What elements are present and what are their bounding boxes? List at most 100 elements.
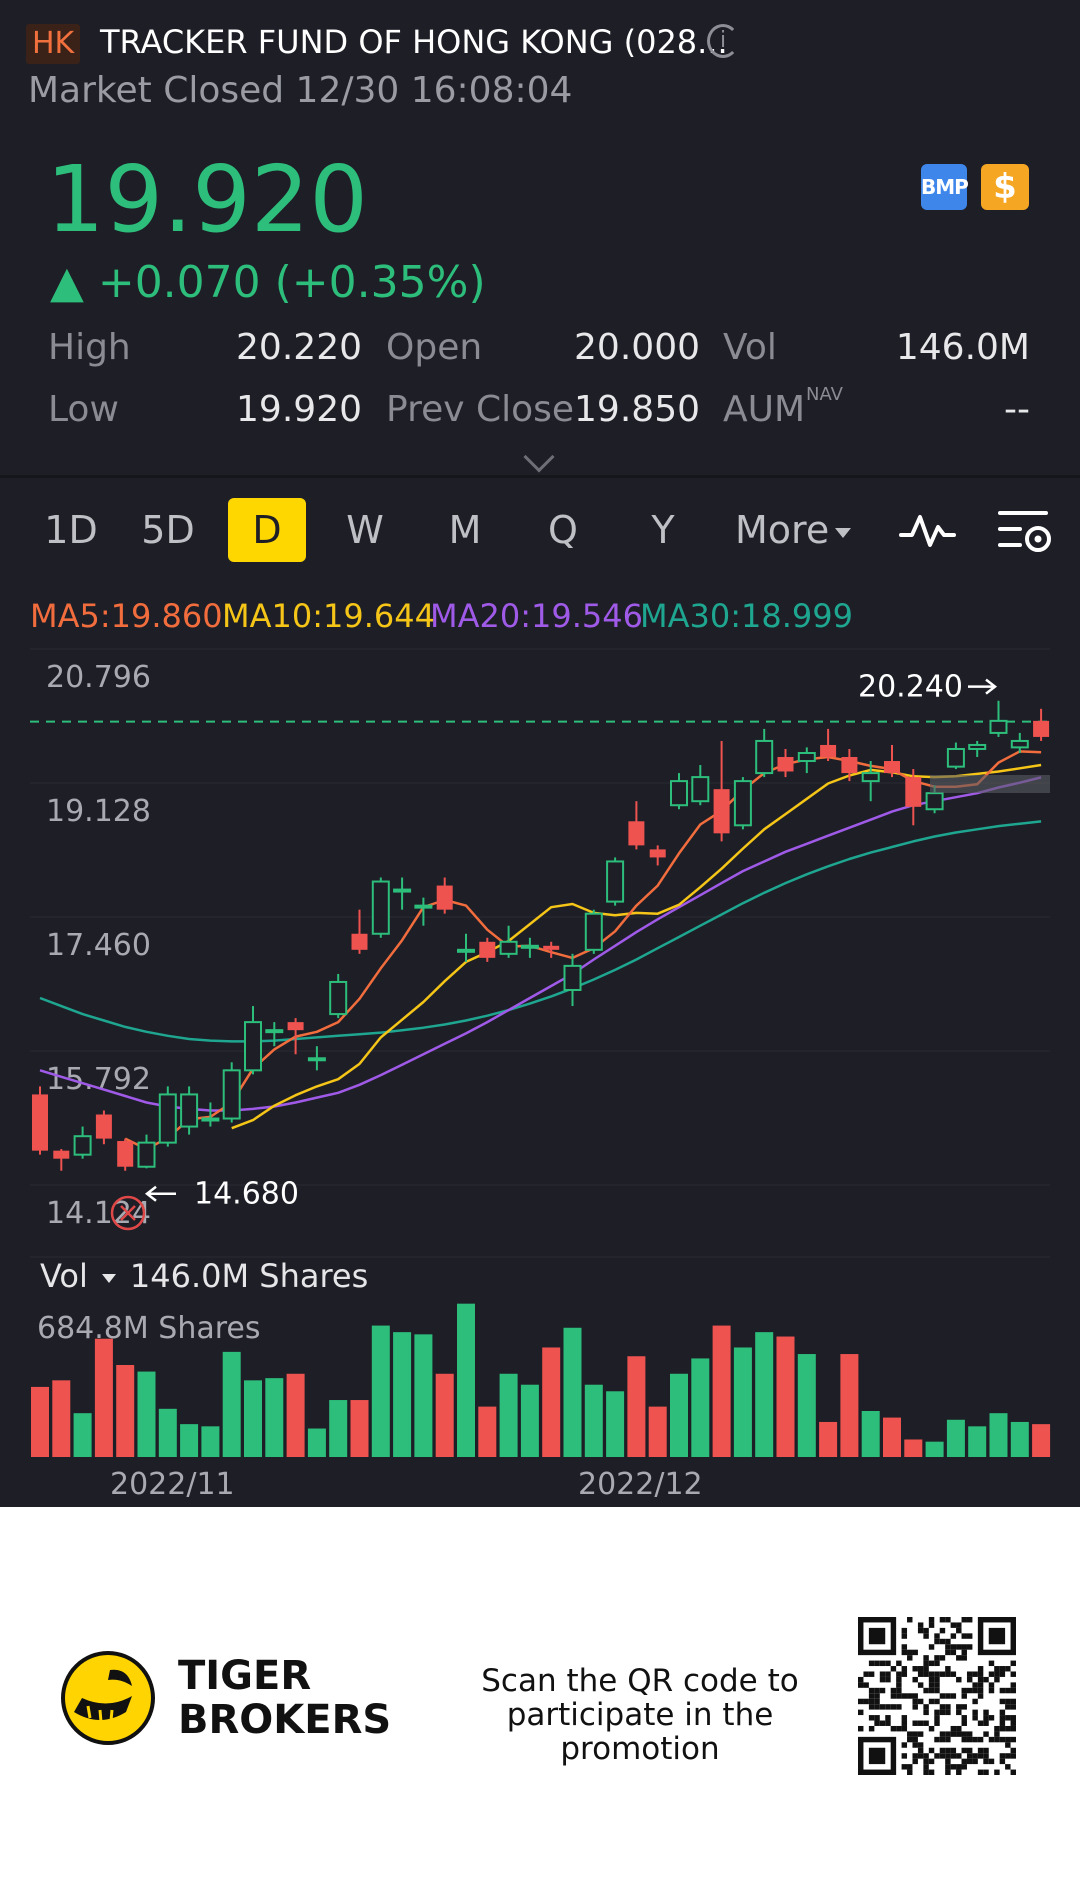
qr-module <box>923 1687 929 1694</box>
ma10-value: MA10:19.644 <box>222 597 435 635</box>
dollar-icon[interactable]: $ <box>981 164 1029 210</box>
qr-module <box>972 1715 978 1721</box>
qr-module <box>1005 1736 1011 1743</box>
qr-module <box>961 1633 967 1639</box>
qr-module <box>863 1698 869 1705</box>
qr-module <box>923 1753 929 1759</box>
candlestick-chart[interactable]: 20.796 19.128 17.460 15.792 14.124 20.240 14… <box>0 640 1080 1510</box>
candle-body <box>861 772 880 783</box>
qr-module <box>966 1736 973 1743</box>
volume-header[interactable]: Vol 146.0M Shares <box>40 1256 368 1296</box>
tab-d[interactable]: D <box>228 498 306 562</box>
divider <box>0 475 1080 478</box>
volume-bar <box>180 1424 199 1457</box>
qr-code[interactable] <box>858 1617 1016 1775</box>
high-value: 20.220 <box>236 327 362 368</box>
qr-module <box>988 1682 995 1688</box>
qr-module <box>950 1649 957 1656</box>
qr-module <box>901 1715 908 1721</box>
volume-bar <box>840 1354 859 1457</box>
qr-module <box>966 1671 973 1677</box>
candle-body <box>905 777 922 807</box>
tab-q[interactable]: Q <box>548 508 578 552</box>
volume-bar <box>435 1373 454 1457</box>
qr-module <box>901 1693 908 1699</box>
qr-module <box>939 1731 946 1737</box>
qr-module <box>1010 1671 1016 1677</box>
chevron-down-icon[interactable] <box>523 441 555 473</box>
tab-m[interactable]: M <box>448 508 482 552</box>
tab-5d[interactable]: 5D <box>141 508 195 552</box>
candle-body <box>946 747 965 768</box>
qr-module <box>977 1671 984 1677</box>
candle-body <box>628 821 645 846</box>
volume-bar <box>776 1336 795 1457</box>
qr-module <box>956 1627 962 1634</box>
qr-module <box>917 1742 924 1748</box>
qr-module <box>972 1698 978 1705</box>
candle-body <box>117 1141 134 1167</box>
qr-module <box>874 1704 880 1710</box>
qr-module <box>858 1676 864 1683</box>
qr-module <box>939 1747 946 1754</box>
aum-value: -- <box>1004 389 1030 430</box>
qr-module <box>868 1660 875 1667</box>
candle-body <box>606 860 625 903</box>
qr-module <box>928 1725 935 1732</box>
qr-module <box>868 1687 875 1694</box>
candle-body <box>1010 739 1029 749</box>
prev-close-label: Prev Close <box>386 389 575 430</box>
qr-module <box>885 1671 891 1677</box>
qr-module <box>896 1676 902 1683</box>
qr-module <box>917 1671 924 1677</box>
qr-module <box>994 1676 1000 1683</box>
tab-w[interactable]: W <box>346 508 384 552</box>
tab-more[interactable]: More <box>735 498 852 562</box>
arrow-right-icon <box>968 678 998 695</box>
info-icon[interactable]: i <box>707 24 739 58</box>
bmp-icon[interactable]: BMP <box>921 164 969 210</box>
qr-module <box>868 1725 875 1732</box>
y-tick-label: 14.124 <box>46 1196 151 1231</box>
qr-module <box>874 1660 880 1667</box>
qr-module <box>934 1676 940 1683</box>
indicator-icon[interactable] <box>898 505 956 555</box>
volume-bar <box>712 1325 731 1457</box>
qr-module <box>1010 1725 1016 1732</box>
candle-body <box>884 761 900 774</box>
qr-module <box>858 1698 864 1705</box>
qr-module <box>907 1736 913 1743</box>
qr-module <box>879 1676 886 1683</box>
qr-module <box>999 1736 1006 1743</box>
candle-body <box>371 880 390 935</box>
volume-bar <box>52 1380 71 1457</box>
qr-module <box>977 1693 984 1699</box>
qr-module <box>901 1725 908 1732</box>
candle-body <box>95 1114 112 1139</box>
chart-settings-icon[interactable] <box>996 505 1054 555</box>
qr-module <box>945 1731 951 1737</box>
x-axis-label-dec: 2022/12 <box>578 1467 703 1502</box>
y-tick-label: 15.792 <box>46 1062 151 1097</box>
qr-module <box>956 1731 962 1737</box>
qr-module <box>977 1720 984 1726</box>
volume-bar <box>520 1384 539 1457</box>
volume-bar <box>1010 1421 1029 1457</box>
qr-module <box>972 1687 978 1694</box>
qr-module <box>879 1687 886 1694</box>
tab-y[interactable]: Y <box>651 508 675 552</box>
qr-module <box>999 1698 1006 1705</box>
qr-module <box>1010 1753 1016 1759</box>
candle-body <box>649 849 666 858</box>
qr-module <box>972 1736 978 1743</box>
tab-1d[interactable]: 1D <box>44 508 98 552</box>
qr-module <box>961 1764 967 1770</box>
qr-module <box>956 1753 962 1759</box>
qr-module <box>1010 1660 1016 1667</box>
qr-module <box>956 1769 962 1775</box>
min-price-marker: 14.680 <box>194 1177 299 1212</box>
qr-module <box>928 1747 935 1754</box>
qr-module <box>961 1715 967 1721</box>
qr-module <box>890 1687 897 1694</box>
qr-module <box>945 1649 951 1656</box>
